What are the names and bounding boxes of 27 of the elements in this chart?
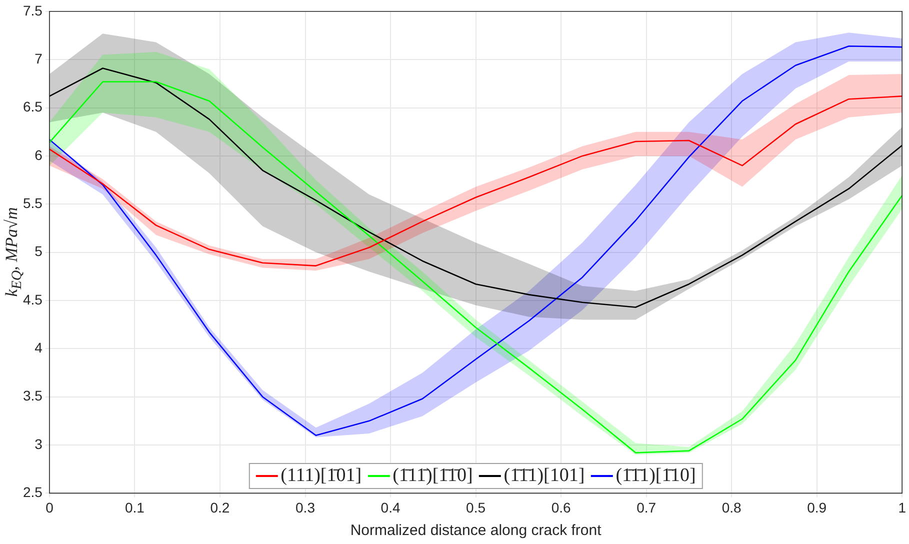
legend-label: (111)[1̄01]	[280, 465, 362, 488]
legend-label: (1̄11̄)[1̄1̄0]	[392, 465, 473, 488]
x-tick-label: 0.6	[551, 499, 571, 516]
x-tick-label: 0.9	[807, 499, 827, 516]
y-tick-label: 3	[34, 436, 43, 452]
x-axis-title: Normalized distance along crack front	[350, 522, 602, 540]
x-tick-label: 0.2	[210, 499, 230, 516]
legend-label: (1̄1̄1)[101]	[504, 465, 585, 488]
x-tick-label: 0.7	[636, 499, 656, 516]
y-tick-label: 6	[34, 146, 43, 163]
legend-label: (1̄1̄1)[1̄10]	[616, 465, 696, 488]
x-tick-label: 0.1	[124, 499, 145, 516]
x-tick-label: 0.8	[722, 499, 742, 516]
x-tick-label: 1	[898, 499, 906, 516]
x-tick-label: 0	[46, 499, 54, 516]
y-tick-label: 5.5	[22, 194, 43, 211]
y-tick-label: 4	[34, 340, 43, 356]
y-tick-label: 5	[34, 243, 43, 260]
x-tick-label: 0.3	[296, 499, 316, 516]
y-tick-label: 6.5	[22, 98, 43, 115]
y-tick-label: 7.5	[22, 2, 43, 18]
x-tick-label: 0.5	[466, 499, 486, 516]
y-tick-label: 3.5	[22, 388, 43, 404]
y-tick-label: 7	[34, 50, 43, 66]
y-tick-label: 4.5	[22, 291, 43, 308]
x-tick-label: 0.4	[380, 499, 400, 516]
y-tick-label: 2.5	[22, 484, 43, 500]
